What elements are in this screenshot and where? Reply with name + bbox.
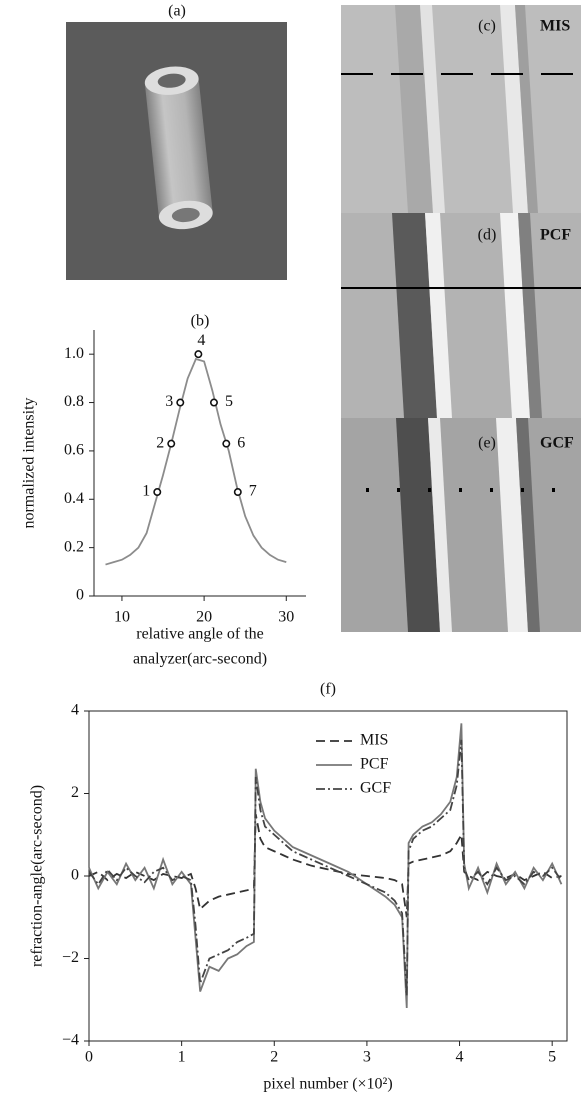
y-tick-label: 0.4 (64, 490, 84, 507)
chart-title: (b) (191, 313, 210, 330)
data-point (209, 398, 218, 407)
y-tick-label: 0.2 (64, 538, 84, 555)
legend-label: MIS (360, 732, 388, 749)
point-label: 2 (156, 434, 164, 451)
point-label: 6 (237, 434, 245, 451)
data-point (194, 350, 203, 359)
y-tick-label: −4 (62, 1032, 79, 1049)
panel-name: GCF (540, 435, 574, 452)
y-axis-label: normalized intensity (21, 397, 38, 528)
tube (144, 66, 213, 230)
y-tick-label: 0.6 (64, 442, 84, 459)
panel-label: (a) (168, 3, 186, 20)
data-point (233, 488, 242, 497)
x-tick-label: 4 (456, 1049, 464, 1066)
x-tick-label: 30 (278, 609, 294, 626)
panel-label: (d) (478, 227, 497, 244)
panel-name: PCF (540, 227, 571, 244)
data-point (153, 488, 162, 497)
photo-e (341, 418, 581, 632)
point-label: 4 (197, 332, 205, 349)
data-point (167, 439, 176, 448)
y-tick-label: 4 (71, 702, 79, 719)
legend-label: GCF (360, 780, 391, 797)
x-tick-label: 10 (114, 609, 130, 626)
y-axis-label: refraction-angle(arc-second) (29, 785, 46, 967)
photo-c (341, 5, 581, 213)
photo-d (341, 213, 581, 418)
data-line (88, 739, 563, 996)
panel-name: MIS (540, 18, 570, 35)
x-tick-label: 5 (548, 1049, 556, 1066)
panel-label: (e) (478, 435, 496, 452)
x-tick-label: 1 (178, 1049, 186, 1066)
data-point (176, 398, 185, 407)
point-label: 3 (165, 393, 173, 410)
x-tick-label: 2 (270, 1049, 278, 1066)
chart-title: (f) (320, 681, 336, 698)
x-tick-label: 20 (196, 609, 212, 626)
x-axis-label: relative angle of the (136, 626, 264, 643)
y-tick-label: 0 (71, 867, 79, 884)
y-tick-label: 1.0 (64, 345, 84, 362)
data-point (222, 439, 231, 448)
panel-label: (c) (478, 18, 496, 35)
x-tick-label: 3 (363, 1049, 371, 1066)
data-line (105, 357, 287, 566)
y-tick-label: 0 (76, 587, 84, 604)
y-tick-label: 0.8 (64, 393, 84, 410)
y-tick-label: 2 (71, 784, 79, 801)
y-tick-label: −2 (62, 949, 79, 966)
x-axis-label: analyzer(arc-second) (133, 651, 267, 668)
x-axis-label: pixel number (×10²) (263, 1076, 392, 1093)
point-label: 7 (249, 483, 257, 500)
legend-label: PCF (360, 756, 389, 773)
x-tick-label: 0 (85, 1049, 93, 1066)
point-label: 1 (142, 483, 150, 500)
data-line (88, 723, 563, 1009)
data-line (88, 813, 562, 918)
point-label: 5 (225, 393, 233, 410)
